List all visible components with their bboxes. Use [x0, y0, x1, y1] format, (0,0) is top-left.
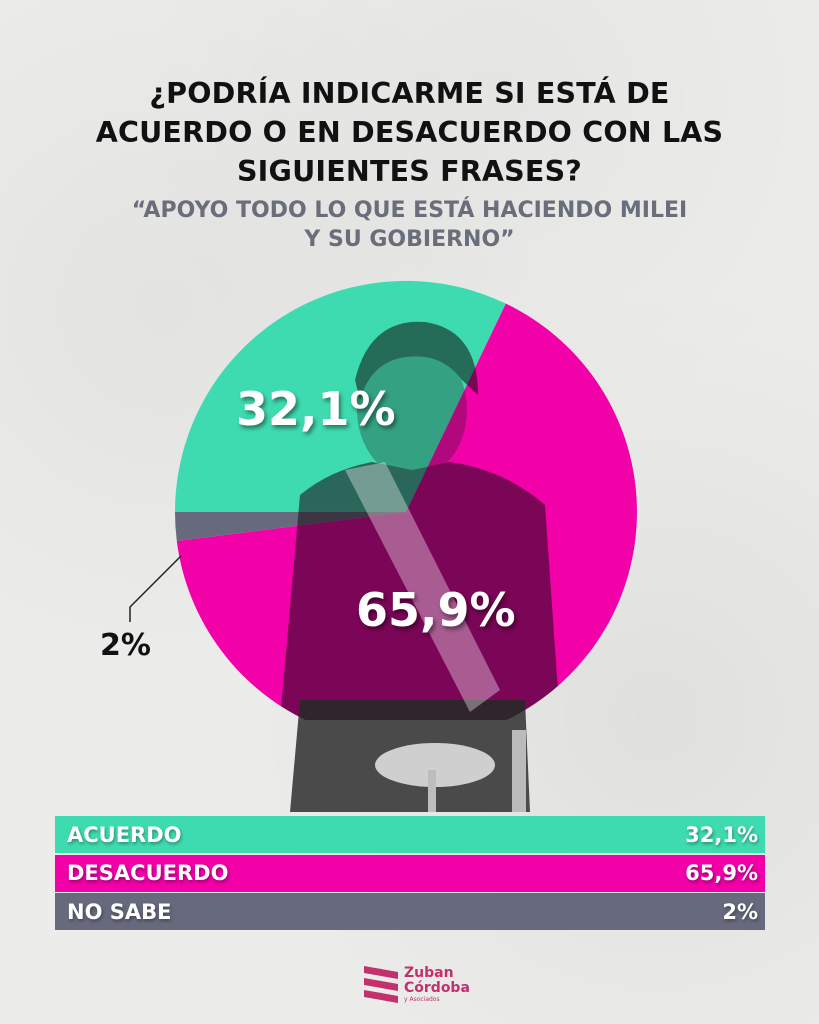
- legend-row-desacuerdo: DESACUERDO 65,9%: [55, 854, 765, 892]
- pie-chart: 32,1% 65,9% 2%: [100, 280, 637, 812]
- legend-value: 2%: [722, 899, 758, 924]
- legend-row-acuerdo: ACUERDO 32,1%: [55, 816, 765, 853]
- pie-label-acuerdo: 32,1%: [236, 382, 396, 436]
- logo-line-2: Córdoba: [404, 980, 470, 996]
- logo-line-1: Zuban: [404, 965, 454, 981]
- logo-stripes-icon: [364, 966, 398, 1003]
- logo-text: Zuban Córdoba y Asociados: [404, 966, 470, 1004]
- brand-logo: Zuban Córdoba y Asociados: [362, 962, 482, 1012]
- title-line-2: ACUERDO O EN DESACUERDO CON LAS: [95, 116, 724, 149]
- legend-value: 32,1%: [685, 822, 758, 847]
- legend-label: ACUERDO: [67, 822, 182, 847]
- legend-table: ACUERDO 32,1% DESACUERDO 65,9% NO SABE 2…: [55, 816, 765, 932]
- photo-silhouette: [280, 321, 560, 812]
- title-line-1: ¿PODRÍA INDICARME SI ESTÁ DE: [149, 77, 670, 110]
- legend-label: DESACUERDO: [67, 861, 229, 885]
- logo-line-3: y Asociados: [404, 996, 440, 1003]
- pie-label-desacuerdo: 65,9%: [356, 583, 516, 637]
- chart-subtitle: “APOYO TODO LO QUE ESTÁ HACIENDO MILEI Y…: [0, 196, 819, 254]
- pie-label-no-sabe: 2%: [100, 628, 151, 663]
- legend-row-no-sabe: NO SABE 2%: [55, 893, 765, 930]
- legend-label: NO SABE: [67, 899, 172, 924]
- chart-title: ¿PODRÍA INDICARME SI ESTÁ DE ACUERDO O E…: [0, 74, 819, 191]
- legend-value: 65,9%: [685, 861, 758, 885]
- leader-line-no-sabe: [129, 555, 182, 622]
- subtitle-line-2: Y SU GOBIERNO”: [304, 227, 515, 252]
- title-line-3: SIGUIENTES FRASES?: [236, 155, 583, 188]
- subtitle-line-1: “APOYO TODO LO QUE ESTÁ HACIENDO MILEI: [131, 198, 688, 223]
